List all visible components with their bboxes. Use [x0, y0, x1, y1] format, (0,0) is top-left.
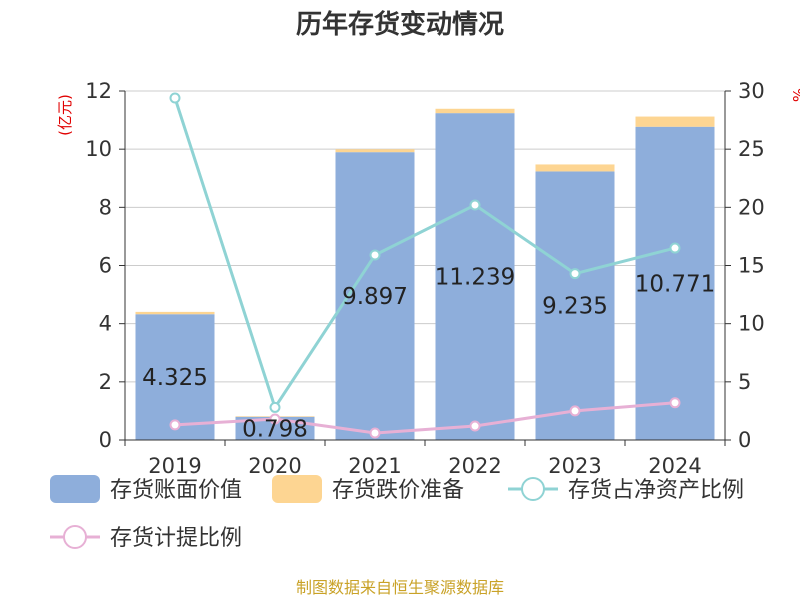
data-label: 4.325	[142, 365, 208, 391]
right-axis-tick-label: 0	[738, 428, 751, 452]
axes: 0 2 4 6 8 10 12 0 5 10 15 20 25 30 2019 2020 2021 2022 202…	[85, 79, 764, 478]
bar-存货跌价准备	[435, 108, 515, 114]
left-axis-tick-label: 4	[99, 312, 112, 336]
data-label: 0.798	[242, 416, 308, 442]
right-axis-tick-label: 15	[738, 254, 765, 278]
bars	[135, 108, 715, 441]
point-存货占净资产比例	[269, 401, 281, 413]
legend-label: 存货跌价准备	[332, 478, 464, 503]
bar-存货账面价值	[635, 126, 715, 441]
right-axis-tick-label: 5	[738, 370, 751, 394]
legend-marker	[63, 525, 87, 549]
point-存货占净资产比例	[569, 268, 581, 280]
point-存货计提比例	[169, 419, 181, 431]
point-存货占净资产比例	[469, 199, 481, 211]
bar-存货跌价准备	[135, 311, 215, 315]
right-axis-tick-label: 10	[738, 312, 765, 336]
data-label: 10.771	[635, 271, 715, 297]
x-axis-tick-label: 2024	[648, 454, 701, 478]
grid	[125, 90, 725, 383]
legend-swatch	[50, 475, 100, 503]
source-note: 制图数据来自恒生聚源数据库	[296, 578, 504, 597]
legend-label: 存货占净资产比例	[568, 478, 744, 503]
data-labels: 4.325 0.798 9.897 11.239 9.235 10.771	[142, 265, 715, 443]
right-axis-tick-label: 25	[738, 137, 765, 161]
point-存货占净资产比例	[169, 92, 181, 104]
left-axis-tick-label: 12	[85, 79, 112, 103]
left-axis-tick-label: 2	[99, 370, 112, 394]
left-axis-tick-label: 8	[99, 195, 112, 219]
point-存货占净资产比例	[369, 249, 381, 261]
bar-存货跌价准备	[335, 149, 415, 153]
point-存货计提比例	[269, 413, 281, 425]
bar-存货跌价准备	[535, 164, 615, 172]
line-存货占净资产比例	[173, 97, 676, 411]
line-存货计提比例	[174, 401, 676, 435]
x-axis-tick-label: 2021	[348, 454, 401, 478]
legend-swatch	[272, 475, 322, 503]
lines	[169, 92, 681, 439]
right-axis-unit: %	[790, 88, 800, 102]
legend-label: 存货账面价值	[110, 478, 242, 503]
right-axis-tick-label: 20	[738, 195, 765, 219]
legend-marker	[521, 477, 545, 501]
legend-label: 存货计提比例	[110, 526, 242, 551]
left-axis-tick-label: 10	[85, 137, 112, 161]
x-axis-tick-label: 2019	[148, 454, 201, 478]
point-存货计提比例	[669, 397, 681, 409]
x-axis-tick-label: 2022	[448, 454, 501, 478]
point-存货计提比例	[469, 420, 481, 432]
bar-存货账面价值	[535, 171, 615, 441]
x-axis-tick-label: 2023	[548, 454, 601, 478]
point-存货计提比例	[369, 427, 381, 439]
point-存货占净资产比例	[669, 242, 681, 254]
right-axis-tick-label: 30	[738, 79, 765, 103]
bar-存货跌价准备	[635, 116, 715, 127]
point-存货计提比例	[569, 405, 581, 417]
left-axis-unit: (亿元)	[56, 94, 74, 136]
bar-存货账面价值	[135, 314, 215, 440]
data-label: 11.239	[435, 265, 515, 291]
chart-title: 历年存货变动情况	[296, 9, 504, 40]
left-axis-tick-label: 0	[99, 428, 112, 452]
x-axis-tick-label: 2020	[248, 454, 301, 478]
bar-存货账面价值	[435, 113, 515, 440]
data-label: 9.897	[342, 284, 408, 310]
left-axis-tick-label: 6	[99, 254, 112, 278]
data-label: 9.235	[542, 294, 608, 320]
